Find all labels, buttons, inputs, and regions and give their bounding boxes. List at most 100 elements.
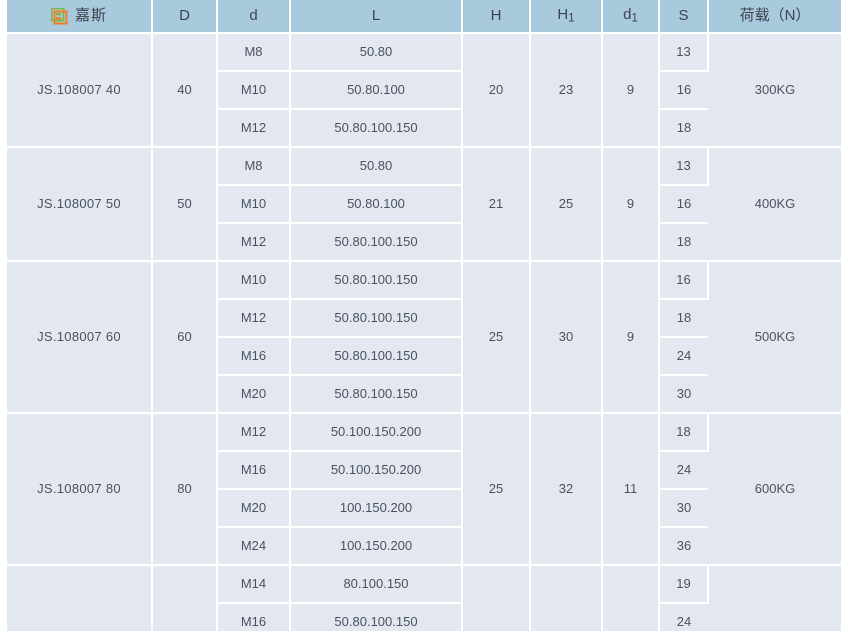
cell-S: 30: [659, 489, 708, 528]
cell-d1: 9: [602, 33, 660, 148]
cell-d: M10: [217, 261, 291, 300]
cell-d: M20: [217, 375, 291, 414]
cell-H: 32: [462, 565, 531, 631]
cell-H1: 25: [530, 147, 603, 262]
cell-S: 18: [659, 413, 709, 452]
cell-D: 80: [152, 413, 218, 566]
cell-D: 50: [152, 147, 218, 262]
cell-L: 100.150.200: [290, 489, 463, 528]
cell-H1: 23: [530, 33, 603, 148]
cell-load: 800KG: [708, 565, 841, 631]
cell-L: 50.80.100: [290, 71, 463, 110]
header-S: S: [659, 0, 709, 34]
table-row: JS.108007 80 80 M12 50.100.150.200 25 32 11 18 6…: [7, 413, 841, 566]
table-row: M12 50.80.100.150 18: [7, 299, 841, 338]
table-row: M12 50.80.100.150 18: [7, 223, 841, 262]
header-d1-subscript: 1: [631, 11, 638, 25]
header-d1-base: d: [623, 5, 632, 23]
cell-load: 500KG: [708, 261, 841, 414]
cell-d: M14: [217, 565, 291, 604]
cell-D: 40: [152, 33, 218, 148]
cell-d: M10: [217, 185, 291, 224]
cell-S: 24: [659, 337, 708, 376]
table-row: JS.108007 60 60 M10 50.80.100.150 25 30 9 16 500…: [7, 261, 841, 414]
cell-S: 30: [659, 375, 708, 414]
table-row: M20 50.80.100.150 30: [7, 375, 841, 414]
cell-model: JS.108007 80: [7, 413, 153, 566]
cell-load: 400KG: [708, 147, 841, 262]
header-H1-base: H: [557, 5, 569, 23]
cell-L: 50.80.100: [290, 185, 463, 224]
header-row: 嘉斯 D d L H H1 d1 S 荷载（N）: [7, 0, 841, 34]
cell-L: 50.80: [290, 147, 463, 186]
cell-d: M12: [217, 299, 291, 338]
table-row: M20 100.150.200 30: [7, 489, 841, 528]
cell-d: M12: [217, 413, 291, 452]
cell-d1: 9: [602, 261, 660, 414]
cell-load: 600KG: [708, 413, 841, 566]
cell-d: M16: [217, 603, 291, 631]
cell-L: 80.100.150: [290, 565, 463, 604]
cell-d: M12: [217, 109, 291, 148]
cell-d1: 11: [602, 413, 660, 566]
cell-L: 50.80.100.150: [290, 109, 463, 148]
cell-L: 50.80.100.150: [290, 261, 463, 300]
cell-d: M20: [217, 489, 291, 528]
square-logo-icon: [50, 7, 68, 25]
cell-L: 50.80.100.150: [290, 223, 463, 262]
table-header: 嘉斯 D d L H H1 d1 S 荷载（N）: [7, 0, 841, 34]
table-row: JS.108007 40 40 M8 50.80 20 23 9 13 300KG: [7, 33, 841, 148]
cell-model: JS.108007 100: [7, 565, 153, 631]
specification-table: 嘉斯 D d L H H1 d1 S 荷载（N） JS.108007 40 40 M…: [7, 0, 841, 631]
cell-H1: 46: [530, 565, 603, 631]
header-load: 荷载（N）: [708, 0, 841, 34]
cell-D: 100: [152, 565, 218, 631]
cell-S: 13: [659, 33, 709, 72]
header-d: d: [217, 0, 291, 34]
cell-d: M12: [217, 223, 291, 262]
cell-L: 50.80.100.150: [290, 375, 463, 414]
cell-L: 50.80.100.150: [290, 337, 463, 376]
table-body: JS.108007 40 40 M8 50.80 20 23 9 13 300KG M10 50.8…: [7, 33, 841, 631]
header-L: L: [290, 0, 463, 34]
table-row: M16 50.80.100.150 24: [7, 603, 841, 631]
brand-name: 嘉斯: [74, 6, 107, 24]
header-d1: d1: [602, 0, 660, 34]
cell-S: 36: [659, 527, 708, 566]
cell-H: 25: [462, 413, 531, 566]
cell-H: 21: [462, 147, 531, 262]
table-row: M16 50.100.150.200 24: [7, 451, 841, 490]
table-row: M12 50.80.100.150 18: [7, 109, 841, 148]
cell-d: M16: [217, 451, 291, 490]
cell-L: 50.80.100.150: [290, 603, 463, 631]
table-row: M24 100.150.200 36: [7, 527, 841, 566]
table-row: M10 50.80.100 16: [7, 185, 841, 224]
cell-L: 50.80: [290, 33, 463, 72]
cell-model: JS.108007 40: [7, 33, 153, 148]
cell-S: 18: [659, 109, 708, 148]
header-brand: 嘉斯: [7, 0, 153, 34]
header-H1-subscript: 1: [568, 11, 575, 25]
cell-H: 20: [462, 33, 531, 148]
cell-d: M24: [217, 527, 291, 566]
cell-S: 19: [659, 565, 709, 604]
cell-D: 60: [152, 261, 218, 414]
cell-d1: 13: [602, 565, 660, 631]
cell-H1: 32: [530, 413, 603, 566]
cell-H: 25: [462, 261, 531, 414]
header-D: D: [152, 0, 218, 34]
cell-S: 24: [659, 603, 708, 631]
cell-S: 16: [659, 261, 709, 300]
cell-d: M8: [217, 33, 291, 72]
cell-S: 16: [659, 71, 708, 110]
cell-L: 100.150.200: [290, 527, 463, 566]
cell-model: JS.108007 50: [7, 147, 153, 262]
table-row: M16 50.80.100.150 24: [7, 337, 841, 376]
cell-model: JS.108007 60: [7, 261, 153, 414]
cell-d: M10: [217, 71, 291, 110]
header-H: H: [462, 0, 531, 34]
cell-S: 24: [659, 451, 708, 490]
cell-L: 50.100.150.200: [290, 451, 463, 490]
table-row: JS.108007 50 50 M8 50.80 21 25 9 13 400KG: [7, 147, 841, 262]
